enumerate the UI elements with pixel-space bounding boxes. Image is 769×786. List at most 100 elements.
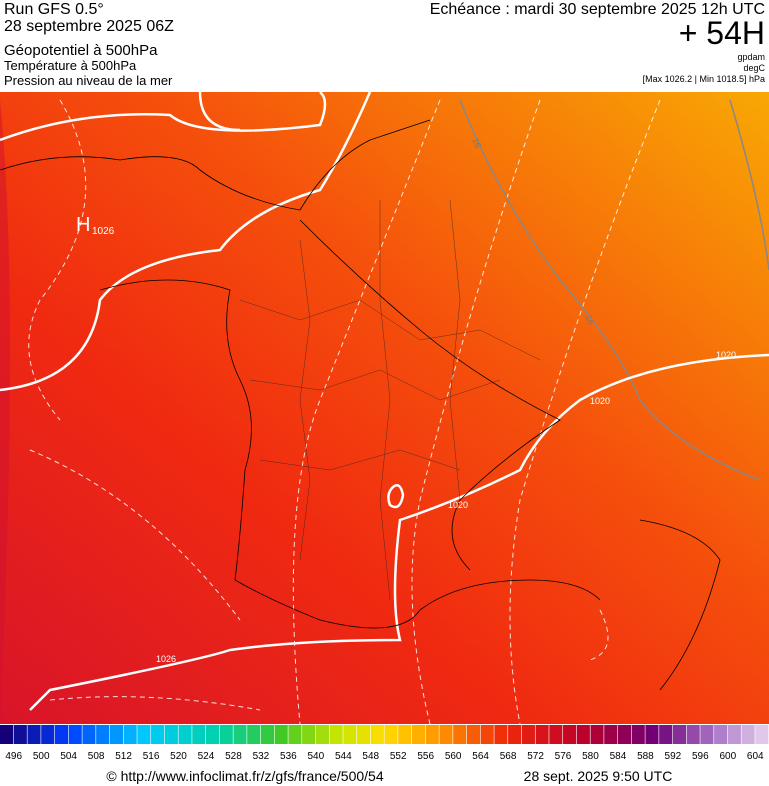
colorbar-label: 596 [692, 751, 709, 762]
colorbar-cell [645, 725, 659, 744]
colorbar-label: 516 [143, 751, 160, 762]
colorbar-label: 544 [335, 751, 352, 762]
colorbar-cell [233, 725, 247, 744]
colorbar: 496 500 504 508 512 516 520 524 528 532 536 540 544 5… [0, 725, 769, 762]
colorbar-cell [205, 725, 220, 744]
colorbar-cell [631, 725, 645, 744]
colorbar-label: 500 [33, 751, 50, 762]
colorbar-label: 580 [582, 751, 599, 762]
colorbar-cell [288, 725, 302, 744]
colorbar-cell [274, 725, 288, 744]
colorbar-cell [686, 725, 700, 744]
colorbar-cell [425, 725, 439, 744]
unit-gpdam: gpdam [737, 52, 765, 62]
high-value: 1026 [92, 226, 115, 237]
high-letter: H [76, 214, 90, 236]
colorbar-label: 556 [417, 751, 434, 762]
colorbar-cell [398, 725, 412, 744]
colorbar-cell [714, 725, 728, 744]
colorbar-cell [137, 725, 151, 744]
contour-label: 1020 [448, 500, 468, 510]
colorbar-cell [659, 725, 673, 744]
colorbar-cell [219, 725, 233, 744]
colorbar-cell [247, 725, 261, 744]
colorbar-cell [576, 725, 590, 744]
colorbar-label: 508 [88, 751, 105, 762]
pressure-range: [Max 1026.2 | Min 1018.5] hPa [643, 74, 765, 84]
colorbar-label: 548 [362, 751, 379, 762]
colorbar-cell [466, 725, 481, 744]
colorbar-cell [590, 725, 604, 744]
lead-time: + 54H [679, 15, 765, 51]
colorbar-cell [411, 725, 426, 744]
colorbar-cell [0, 725, 14, 744]
colorbar-label: 540 [307, 751, 324, 762]
colorbar-cell [453, 725, 467, 744]
colorbar-cell [755, 725, 769, 744]
colorbar-label: 520 [170, 751, 187, 762]
colorbar-label: 528 [225, 751, 242, 762]
colorbar-cell [439, 725, 453, 744]
field-pressure: Pression au niveau de la mer [4, 73, 173, 88]
colorbar-label: 512 [115, 751, 132, 762]
colorbar-cell [535, 725, 549, 744]
echeance: Echéance : mardi 30 septembre 2025 12h U… [430, 1, 765, 18]
run-title: Run GFS 0.5° [4, 1, 104, 18]
colorbar-cell [123, 725, 137, 744]
colorbar-cell [741, 725, 755, 744]
colorbar-cell [192, 725, 206, 744]
temperature-label: 16 [470, 136, 483, 149]
colorbar-cell [27, 725, 41, 744]
colorbar-cell [384, 725, 398, 744]
colorbar-label: 576 [555, 751, 572, 762]
colorbar-cell [549, 725, 563, 744]
colorbar-cell [672, 725, 687, 744]
colorbar-cell [13, 725, 27, 744]
colorbar-label: 524 [198, 751, 215, 762]
colorbar-cell [604, 725, 618, 744]
cold-zone [0, 100, 10, 724]
colorbar-cell [343, 725, 357, 744]
colorbar-cell [164, 725, 178, 744]
colorbar-cell [480, 725, 494, 744]
source-url[interactable]: © http://www.infoclimat.fr/z/gfs/france/… [106, 768, 383, 784]
field-geopotential: Géopotentiel à 500hPa [4, 42, 158, 59]
colorbar-cell [700, 725, 714, 744]
field-temperature: Température à 500hPa [4, 58, 137, 73]
colorbar-cell [508, 725, 522, 744]
colorbar-label: 568 [500, 751, 517, 762]
colorbar-cell [357, 725, 371, 744]
colorbar-cell [563, 725, 577, 744]
map: H 1026 1020 1020 1020 1026 16 16 [0, 91, 769, 725]
colorbar-label: 564 [472, 751, 489, 762]
contour-label: 1020 [590, 396, 610, 406]
colorbar-label: 584 [610, 751, 627, 762]
colorbar-cell [494, 725, 508, 744]
colorbar-cell [727, 725, 741, 744]
colorbar-cell [302, 725, 316, 744]
colorbar-cell [315, 725, 329, 744]
department-borders [239, 199, 541, 601]
colorbar-label: 588 [637, 751, 654, 762]
timestamp: 28 sept. 2025 9:50 UTC [524, 768, 673, 784]
colorbar-cell [96, 725, 110, 744]
colorbar-label: 496 [5, 751, 22, 762]
colorbar-cell [109, 725, 123, 744]
colorbar-label: 536 [280, 751, 297, 762]
geopotential-contours [28, 99, 661, 725]
temperature-contours [459, 99, 769, 481]
colorbar-label: 604 [747, 751, 764, 762]
unit-degc: degC [743, 63, 765, 73]
colorbar-label: 532 [253, 751, 270, 762]
colorbar-cell [68, 725, 82, 744]
pressure-contours [0, 91, 769, 711]
contour-label: 1026 [156, 654, 176, 664]
colorbar-cell [82, 725, 96, 744]
contour-label: 1020 [716, 350, 736, 360]
colorbar-cell [178, 725, 192, 744]
colorbar-cell [260, 725, 275, 744]
map-background [0, 92, 769, 724]
colorbar-label: 504 [60, 751, 77, 762]
colorbar-cell [521, 725, 535, 744]
